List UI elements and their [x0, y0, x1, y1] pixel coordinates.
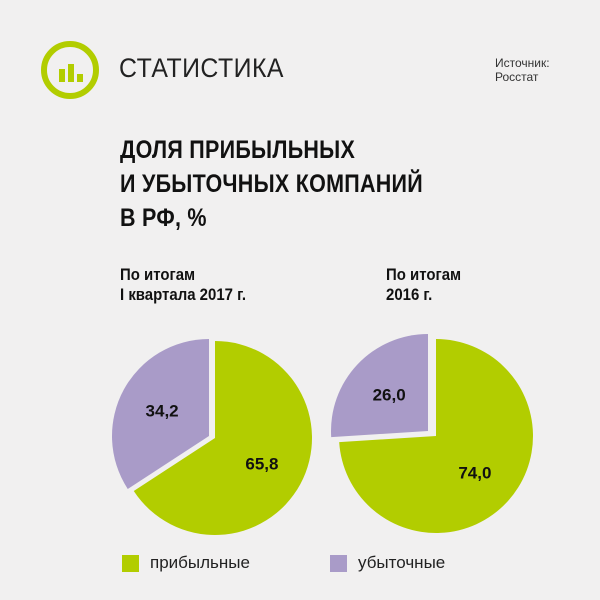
source-name: Росстат: [495, 70, 539, 84]
pie-2-label-profitable: 74,0: [458, 464, 491, 483]
pie-2-slice-unprofitable: [331, 334, 428, 438]
legend-label-unprofitable: убыточные: [358, 553, 446, 572]
source-label: Источник:: [495, 56, 550, 70]
pie-1-label-unprofitable: 34,2: [146, 402, 179, 421]
pie-1-slice-unprofitable: [112, 338, 209, 490]
source-note: Источник: Росстат: [495, 56, 550, 84]
legend-swatch-profitable: [122, 554, 139, 572]
chart-title-line-1: ДОЛЯ ПРИБЫЛЬНЫХ: [120, 136, 356, 164]
chart-title: ДОЛЯ ПРИБЫЛЬНЫХ И УБЫТОЧНЫХ КОМПАНИЙ В Р…: [120, 133, 423, 235]
legend-item-profitable: прибыльные: [122, 553, 250, 573]
bar-chart-icon: [40, 40, 100, 100]
pie-2-label-unprofitable: 26,0: [373, 385, 406, 404]
legend-swatch-unprofitable: [330, 554, 347, 572]
pie-1-title-line-2: I квартала 2017 г.: [120, 285, 247, 304]
pie-2-slice-profitable: [339, 339, 533, 533]
legend-item-unprofitable: убыточные: [330, 553, 445, 573]
section-title: СТАТИСТИКА: [119, 53, 284, 83]
chart-title-line-3: В РФ, %: [120, 204, 207, 232]
pie-2-title: По итогам 2016 г.: [386, 265, 461, 305]
pie-1-slice-profitable: [133, 341, 312, 535]
pie-2-title-line-2: 2016 г.: [386, 285, 433, 304]
pie-2-title-line-1: По итогам: [386, 265, 462, 284]
chart-title-line-2: И УБЫТОЧНЫХ КОМПАНИЙ: [120, 170, 423, 198]
pie-1-title-line-1: По итогам: [120, 265, 196, 284]
pie-1-title: По итогам I квартала 2017 г.: [120, 265, 246, 305]
legend-label-profitable: прибыльные: [150, 553, 250, 572]
pie-1-label-profitable: 65,8: [245, 454, 278, 473]
